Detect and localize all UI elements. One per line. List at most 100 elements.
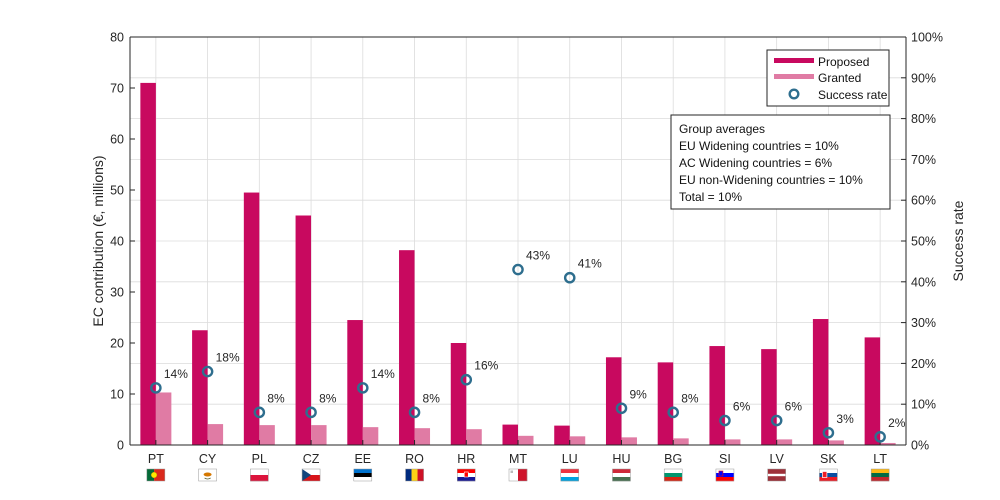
flag-part bbox=[302, 475, 321, 481]
flag-stripe bbox=[819, 473, 838, 478]
flag-border bbox=[457, 468, 476, 482]
y2-tick-label: 10% bbox=[911, 398, 936, 412]
flag-stripe bbox=[664, 477, 683, 482]
bar-granted bbox=[362, 427, 379, 445]
flag-stripe bbox=[509, 469, 519, 481]
flag-stripe bbox=[560, 469, 579, 474]
success-rate-marker bbox=[719, 414, 731, 427]
bar-granted bbox=[880, 442, 896, 445]
flag-part bbox=[154, 469, 165, 481]
success-rate-marker bbox=[150, 382, 162, 394]
flag-part bbox=[767, 473, 786, 477]
flag-part bbox=[822, 471, 828, 478]
category-label: HR bbox=[457, 452, 475, 466]
flag-stripe bbox=[411, 469, 418, 481]
flag-part bbox=[718, 470, 724, 477]
bar-granted bbox=[828, 440, 844, 445]
y2-axis-title: Success rate bbox=[950, 200, 966, 281]
flag-border bbox=[870, 468, 890, 482]
bar-granted bbox=[518, 435, 534, 445]
group-average-line: Total = 10% bbox=[679, 190, 742, 204]
bar-granted bbox=[466, 429, 482, 445]
y2-tick-label: 40% bbox=[911, 275, 936, 289]
flag-part bbox=[204, 477, 211, 480]
flag-stripe bbox=[457, 469, 476, 474]
bar-proposed bbox=[399, 250, 415, 445]
bar-proposed bbox=[192, 330, 208, 445]
success-rate-marker bbox=[253, 406, 266, 419]
bar-proposed bbox=[243, 192, 260, 445]
flag-border bbox=[819, 468, 838, 482]
bar-proposed bbox=[554, 425, 570, 445]
flag-stripe bbox=[819, 469, 838, 474]
flag-border bbox=[198, 468, 217, 482]
bar-granted bbox=[311, 425, 327, 445]
success-rate-marker bbox=[770, 414, 783, 427]
flag-stripe bbox=[353, 469, 372, 474]
success-rate-label: 43% bbox=[526, 249, 550, 263]
success-rate-marker bbox=[460, 373, 473, 386]
success-rate-label: 18% bbox=[216, 351, 240, 365]
success-rate-label: 14% bbox=[164, 367, 188, 381]
y2-tick-label: 70% bbox=[911, 153, 936, 167]
flag-stripe bbox=[353, 477, 372, 482]
bar-proposed bbox=[864, 337, 881, 445]
category-label: SI bbox=[719, 452, 731, 466]
category-label: BG bbox=[664, 452, 682, 466]
bars bbox=[140, 82, 896, 446]
y2-tick-label: 60% bbox=[911, 194, 936, 208]
flag-stripe bbox=[819, 477, 838, 482]
flag-part bbox=[302, 469, 312, 481]
flag-border bbox=[560, 468, 579, 482]
flag-border bbox=[405, 468, 424, 482]
success-rate-marker bbox=[408, 406, 421, 419]
flag-border bbox=[612, 468, 631, 482]
success-rate-label: 8% bbox=[423, 391, 441, 405]
latvia-flag-icon bbox=[767, 468, 786, 482]
flag-part bbox=[302, 469, 321, 475]
group-average-line: AC Widening countries = 6% bbox=[679, 156, 832, 170]
category-label: RO bbox=[405, 452, 424, 466]
success-rate-label: 8% bbox=[267, 391, 285, 405]
bar-proposed bbox=[502, 424, 518, 445]
y-tick-label: 30 bbox=[110, 286, 124, 300]
poland-flag-icon bbox=[250, 468, 269, 482]
flag-part bbox=[510, 470, 513, 473]
bar-granted bbox=[207, 424, 224, 445]
success-rate-label: 9% bbox=[629, 387, 647, 401]
category-label: CY bbox=[199, 452, 217, 466]
success-rate-marker bbox=[822, 426, 835, 439]
flag-stripe bbox=[560, 473, 579, 478]
legend-proposed-label: Proposed bbox=[818, 55, 869, 69]
success-rate-label: 14% bbox=[371, 367, 395, 381]
group-average-line: EU Widening countries = 10% bbox=[679, 139, 839, 153]
y-tick-label: 60 bbox=[110, 133, 124, 147]
legend-granted-label: Granted bbox=[818, 71, 861, 85]
bar-granted bbox=[155, 392, 172, 445]
category-label: LT bbox=[873, 452, 887, 466]
y-tick-label: 80 bbox=[110, 31, 124, 45]
success-rate-label: 3% bbox=[836, 412, 854, 426]
legend-success-label: Success rate bbox=[818, 88, 888, 102]
success-rate-label: 8% bbox=[681, 391, 699, 405]
flag-stripe bbox=[405, 469, 412, 481]
bar-granted bbox=[724, 439, 741, 445]
y-tick-label: 20 bbox=[110, 337, 124, 351]
bar-granted bbox=[673, 438, 689, 445]
hungary-flag-icon bbox=[612, 468, 631, 482]
flag-stripe bbox=[612, 473, 631, 478]
flag-stripe bbox=[715, 477, 734, 482]
malta-flag-icon bbox=[508, 468, 528, 482]
category-label: PL bbox=[252, 452, 267, 466]
bar-granted bbox=[776, 439, 793, 445]
success-rate-label: 16% bbox=[474, 359, 498, 373]
bulgaria-flag-icon bbox=[663, 468, 683, 482]
legend: Proposed Granted Success rate bbox=[766, 49, 890, 107]
y2-tick-label: 80% bbox=[911, 112, 936, 126]
category-label: HU bbox=[612, 452, 630, 466]
y2-tick-label: 30% bbox=[911, 316, 936, 330]
legend-success-marker bbox=[788, 88, 800, 100]
flags bbox=[146, 468, 890, 482]
axes: 0 10 20 30 40 50 60 70 80 0% 10% 20% 30% 40% 50% 60% 70%… bbox=[110, 31, 943, 453]
